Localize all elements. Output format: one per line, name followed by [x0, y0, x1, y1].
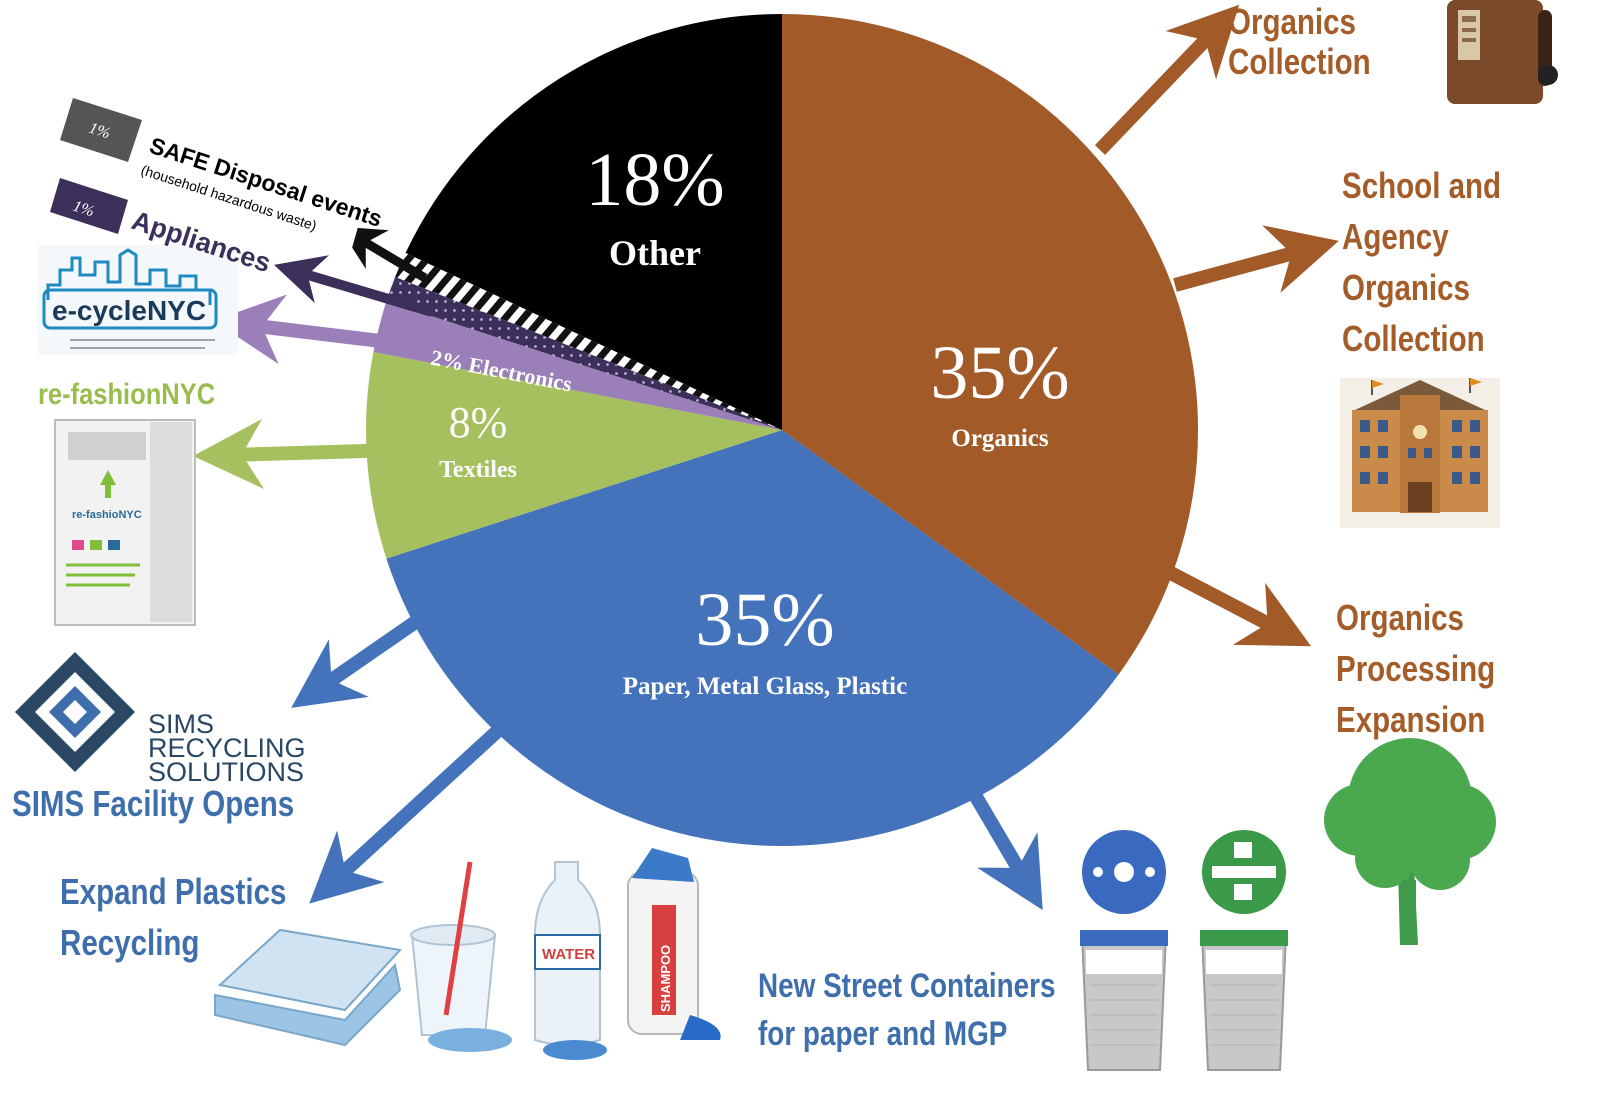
refashion-bin-icon: re-fashioNYC [54, 419, 196, 626]
street-container-mgp-icon [1080, 830, 1168, 1071]
refashion-bin-text: re-fashioNYC [72, 509, 142, 521]
safe-pct: 1% [87, 120, 113, 143]
pie-slice-textiles [366, 352, 782, 559]
pie-slice-appliances [386, 276, 782, 430]
slice-label-organics: Organics [951, 425, 1048, 452]
school-building-icon [1340, 378, 1500, 528]
appliances-pct: 1% [71, 198, 97, 221]
ecycle-logo-text: e-cycleNYC [52, 295, 206, 326]
arrow-plastics [309, 709, 520, 904]
sims-logo [15, 652, 135, 772]
pie-slice-safe-disposal-events [395, 252, 782, 430]
slice-label-textiles: Textiles [439, 457, 517, 483]
slice-label-organics-pct: 35% [930, 331, 1069, 415]
arrow-electronics [213, 294, 456, 364]
label-expand-plastics: Expand Plastics Recycling [60, 871, 287, 964]
shampoo-label: SHAMPOO [658, 945, 673, 1012]
pie-slice-paper-metal-glass-plastic [386, 430, 1119, 847]
pie-slice-electronics [373, 301, 782, 430]
slice-label-textiles-pct: 8% [449, 398, 508, 447]
label-street-containers: New Street Containers for paper and MGP [758, 967, 1056, 1054]
arrow-street-containers [958, 774, 1043, 911]
label-refashion: re-fashionNYC [38, 378, 216, 411]
arrow-sims [291, 599, 444, 708]
label-organics-processing: Organics Processing Expansion [1336, 597, 1496, 741]
street-container-paper-icon [1200, 830, 1288, 1071]
label-organics-collection: Organics Collection [1228, 1, 1371, 83]
slice-label-paper: Paper, Metal Glass, Plastic [623, 673, 907, 700]
arrow-organics-collection [1094, 4, 1240, 155]
slice-label-other: Other [609, 233, 701, 273]
sims-logo-text: SIMS RECYCLING SOLUTIONS [148, 709, 306, 787]
label-school-agency-organics: School and Agency Organics Collection [1342, 165, 1502, 360]
arrow-organics-processing [1161, 563, 1312, 647]
arrow-school-agency [1173, 225, 1339, 293]
arrow-textiles [193, 418, 401, 489]
organics-bin-icon [1447, 0, 1558, 104]
slice-label-paper-pct: 35% [695, 578, 834, 662]
slice-label-other-pct: 18% [585, 138, 724, 222]
water-label: WATER [542, 946, 595, 963]
plastic-containers-icon: WATER SHAMPOO [214, 848, 721, 1060]
tree-icon [1324, 738, 1496, 945]
label-sims-facility: SIMS Facility Opens [12, 783, 295, 824]
waste-pie-chart [366, 13, 1199, 847]
arrows [193, 4, 1339, 911]
pie-slice-other [405, 14, 782, 430]
arrow-appliances [274, 255, 434, 317]
pie-slice-organics [782, 13, 1199, 675]
arrow-safe [338, 226, 428, 282]
ecycle-logo: e-cycleNYC [38, 245, 238, 355]
